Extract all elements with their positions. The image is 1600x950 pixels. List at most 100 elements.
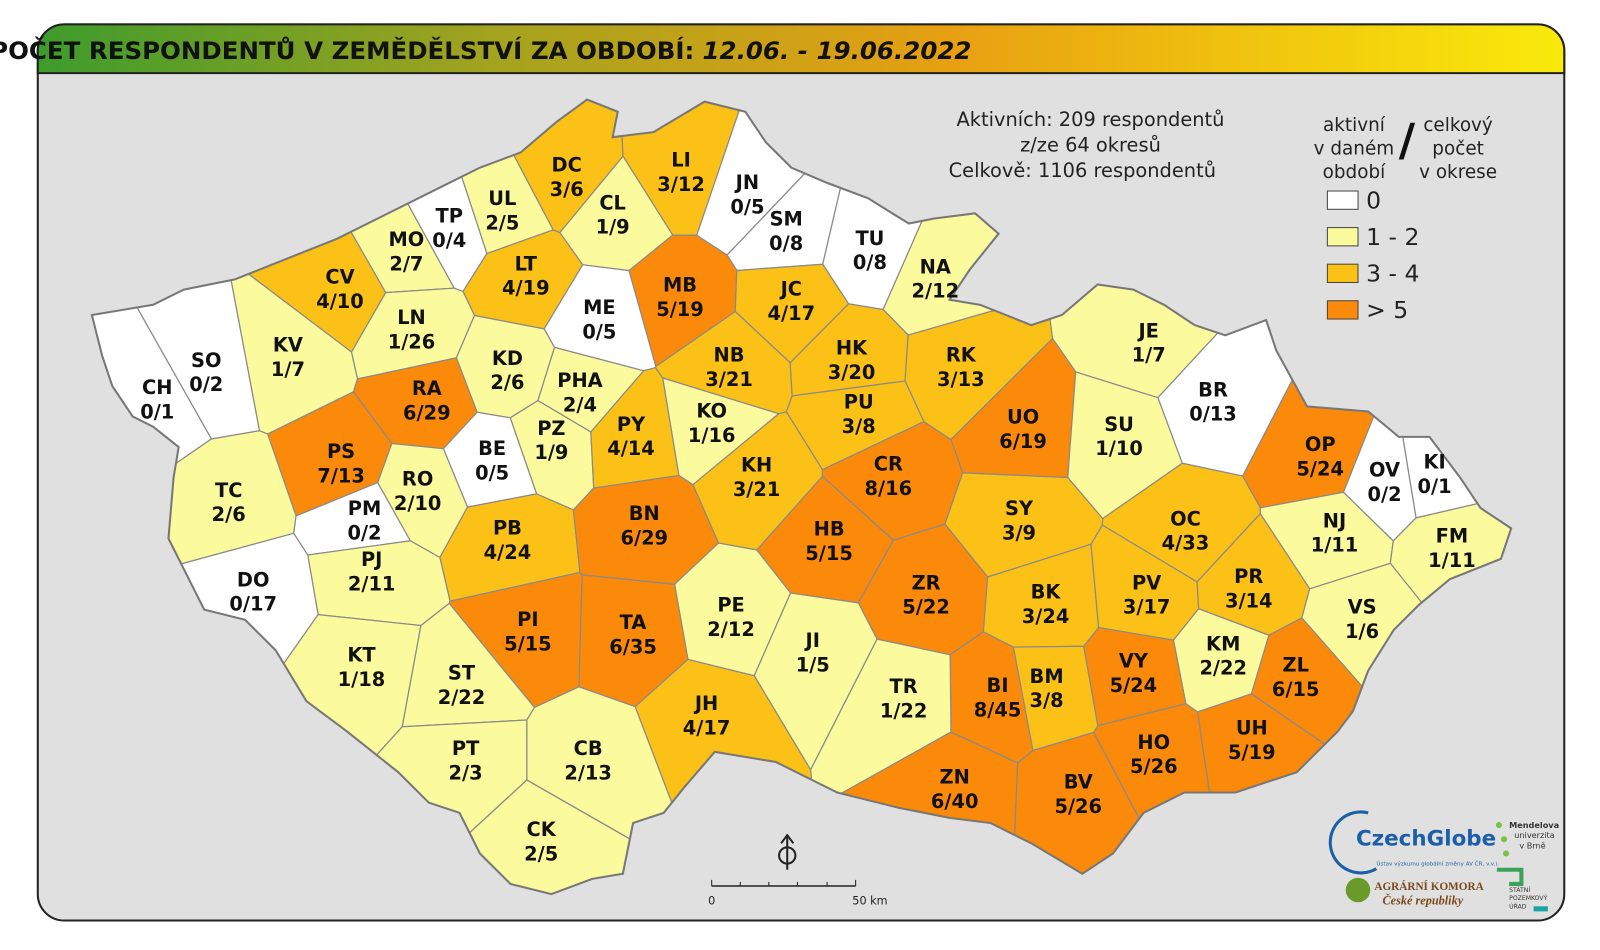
district-count: 2/22	[1199, 657, 1247, 680]
district-count: 0/1	[1418, 475, 1452, 498]
district-code: FM	[1436, 525, 1469, 548]
district-count: 2/7	[389, 252, 423, 275]
district-code: UL	[488, 187, 516, 210]
district-code: JN	[734, 171, 759, 194]
logo-spu: STÁTNÍ	[1509, 885, 1530, 894]
district-code: PR	[1234, 565, 1263, 588]
district-count: 1/11	[1428, 549, 1476, 572]
district-count: 5/15	[504, 632, 552, 655]
district-count: 0/5	[475, 462, 509, 485]
district-count: 0/8	[769, 232, 803, 255]
district-count: 5/26	[1130, 755, 1178, 778]
legend-swatch	[1326, 300, 1359, 320]
district-code: PHA	[557, 369, 602, 392]
district-code: OV	[1369, 459, 1400, 482]
district-count: 8/16	[865, 477, 913, 500]
district-count: 3/9	[1002, 522, 1036, 545]
district-count: 0/2	[1368, 483, 1402, 506]
district-count: 3/6	[550, 178, 584, 201]
district-code: OP	[1305, 433, 1336, 456]
district-code: LT	[515, 252, 538, 275]
district-count: 6/40	[931, 790, 979, 813]
legend-swatch	[1326, 227, 1359, 247]
district-code: CH	[142, 376, 172, 399]
district-code: ZN	[940, 765, 970, 788]
district-code: JE	[1136, 319, 1158, 342]
district-code: CL	[599, 191, 626, 214]
district-code: SY	[1005, 497, 1034, 520]
district-code: RO	[402, 468, 433, 491]
district-count: 5/24	[1296, 458, 1344, 481]
district-count: 0/1	[140, 401, 174, 424]
district-count: 5/15	[805, 542, 853, 565]
district-count: 2/6	[490, 371, 524, 394]
district-code: PI	[517, 608, 538, 631]
legend-heading: aktivní	[1323, 115, 1386, 136]
title: POČET RESPONDENTŮ V ZEMĚDĚLSTVÍ ZA OBDOB…	[0, 35, 694, 65]
district-count: 4/14	[607, 437, 655, 460]
district-code: DO	[237, 568, 270, 591]
legend-heading: počet	[1432, 138, 1484, 159]
district-count: 2/11	[348, 572, 396, 595]
district-code: PT	[452, 737, 480, 760]
scale-bar: 0 50 km	[708, 879, 888, 907]
district-code: HB	[814, 517, 845, 540]
district-code: TU	[855, 227, 884, 250]
district-code: VY	[1119, 650, 1149, 673]
district-code: PE	[717, 594, 744, 617]
district-code: TC	[215, 479, 242, 502]
district-count: 1/26	[388, 331, 436, 354]
legend-swatch	[1326, 263, 1359, 283]
district-code: NA	[920, 255, 951, 278]
legend-label: 1 - 2	[1366, 223, 1419, 251]
district-count: 0/2	[189, 373, 223, 396]
district-code: PU	[844, 390, 874, 413]
district-count: 2/10	[394, 492, 442, 515]
district-code: PY	[617, 413, 646, 436]
district-count: 0/17	[229, 593, 277, 616]
district-code: LI	[671, 149, 691, 172]
district-count: 5/26	[1054, 795, 1102, 818]
district-count: 2/5	[524, 843, 558, 866]
district-code: BR	[1198, 378, 1228, 401]
district-code: KM	[1206, 632, 1240, 655]
district-code: BV	[1064, 770, 1093, 793]
district-count: 2/5	[485, 212, 519, 235]
logo-mendelu: v Brně	[1519, 840, 1545, 850]
district-code: BI	[987, 674, 1009, 697]
logo-agrarni: AGRÁRNÍ KOMORA	[1374, 881, 1483, 893]
district-count: 6/15	[1272, 678, 1320, 701]
summary-line: Aktivních: 209 respondentů	[957, 108, 1225, 131]
district-code: CV	[325, 266, 354, 289]
district-code: JH	[693, 692, 718, 715]
legend: 0 1 - 2 3 - 4 > 5	[1326, 186, 1419, 324]
district-count: 8/45	[974, 698, 1022, 721]
logos: CzechGlobe Ústav výzkumu globální změny …	[1328, 810, 1559, 912]
logo-mendelu: Mendelova	[1509, 820, 1559, 830]
district-count: 2/12	[912, 280, 960, 303]
district-count: 4/19	[502, 277, 550, 300]
district-count: 5/19	[656, 298, 704, 321]
district-count: 3/14	[1225, 590, 1273, 613]
district-code: MO	[388, 228, 424, 251]
district-code: KV	[273, 334, 303, 357]
district-code: KT	[347, 643, 376, 666]
district-code: SM	[770, 208, 803, 231]
district-count: 3/17	[1123, 596, 1171, 619]
district-count: 1/5	[796, 654, 830, 677]
district-count: 3/20	[828, 361, 876, 384]
district-code: CK	[527, 818, 557, 841]
district-code: KO	[696, 400, 727, 423]
district-code: UO	[1007, 406, 1039, 429]
district-code: BN	[629, 502, 660, 525]
scale-label: 0	[708, 894, 715, 907]
district-code: HK	[836, 337, 868, 360]
district-count: 0/4	[432, 229, 466, 252]
district-code: NB	[714, 344, 745, 367]
logo-czechglobe: CzechGlobe	[1356, 826, 1496, 851]
district-code: TR	[890, 675, 918, 698]
district-count: 0/8	[853, 251, 887, 274]
district-count: 3/24	[1022, 605, 1070, 628]
district-count: 1/16	[688, 424, 736, 447]
legend-label: 0	[1366, 186, 1381, 214]
